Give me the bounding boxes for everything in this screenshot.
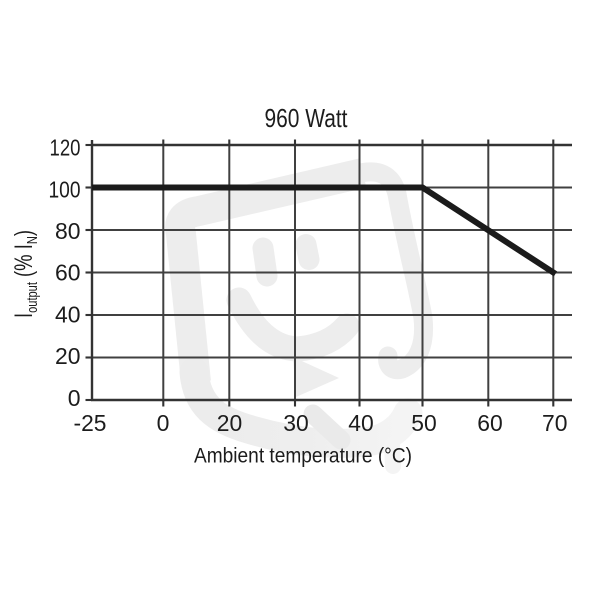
svg-text:0: 0: [157, 410, 170, 436]
svg-text:120: 120: [50, 135, 81, 161]
svg-text:70: 70: [542, 410, 568, 436]
svg-text:100: 100: [49, 176, 81, 202]
svg-text:80: 80: [55, 218, 81, 244]
svg-text:40: 40: [348, 410, 374, 436]
svg-text:Ioutput (% IN): Ioutput (% IN): [10, 230, 41, 318]
svg-text:50: 50: [411, 410, 437, 436]
svg-text:20: 20: [217, 410, 243, 436]
svg-text:960 Watt: 960 Watt: [265, 103, 349, 133]
svg-text:-25: -25: [74, 410, 107, 436]
svg-text:40: 40: [55, 301, 81, 327]
svg-text:20: 20: [55, 343, 81, 369]
svg-text:30: 30: [283, 410, 309, 436]
svg-text:60: 60: [55, 260, 81, 286]
svg-text:Ambient temperature (°C): Ambient temperature (°C): [194, 444, 412, 468]
svg-text:0: 0: [68, 385, 81, 411]
svg-text:60: 60: [477, 410, 503, 436]
